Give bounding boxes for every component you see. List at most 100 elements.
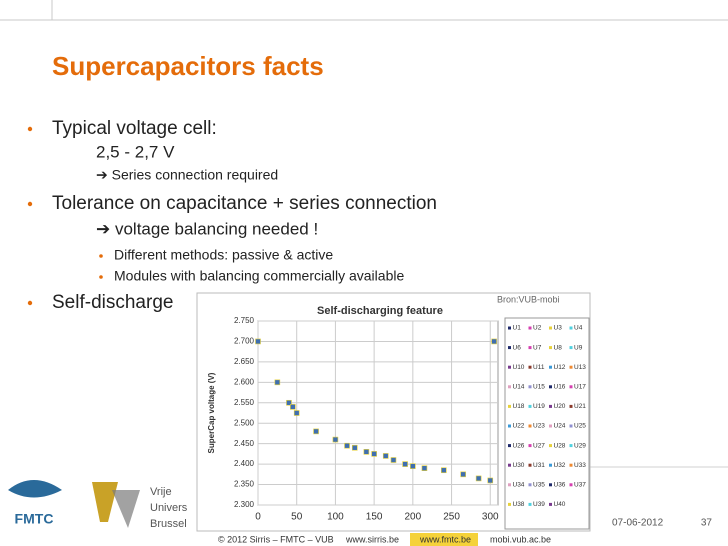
legend-swatch <box>549 404 552 408</box>
legend-swatch <box>528 424 532 428</box>
legend-entry: U2 <box>533 325 542 332</box>
y-tick-label: 2.600 <box>234 377 255 386</box>
legend-swatch <box>569 424 573 428</box>
legend-entry: U4 <box>574 325 583 332</box>
y-tick-label: 2.450 <box>234 439 255 448</box>
legend-swatch <box>549 502 552 506</box>
y-tick-label: 2.700 <box>234 337 255 346</box>
data-point <box>460 471 466 478</box>
legend-entry: U29 <box>574 442 586 449</box>
data-point <box>421 465 428 472</box>
data-point <box>390 457 397 463</box>
y-tick-label: 2.550 <box>234 398 255 407</box>
legend-entry: U28 <box>554 442 566 449</box>
legend-swatch <box>549 444 552 448</box>
legend-entry: U25 <box>574 423 586 430</box>
legend-entry: U18 <box>513 403 525 410</box>
legend-swatch <box>549 326 552 330</box>
legend-swatch <box>549 365 552 369</box>
legend-swatch <box>508 385 511 389</box>
legend-entry: U15 <box>533 384 545 391</box>
bullet-dot <box>99 275 103 279</box>
data-point <box>475 475 482 482</box>
legend-entry: U40 <box>554 501 566 508</box>
legend-entry: U20 <box>554 403 566 410</box>
logo-eye <box>8 480 62 498</box>
y-tick-label: 2.750 <box>234 316 255 325</box>
data-point <box>332 436 339 443</box>
legend-swatch <box>569 444 573 448</box>
link: www.sirris.be <box>345 534 399 544</box>
data-point <box>313 428 319 435</box>
sub-bullet: Modules with balancing commercially avai… <box>114 268 404 284</box>
chart-image: Self-discharging feature Bron:VUB-mobi 2.3… <box>196 292 591 532</box>
legend-entry: U39 <box>533 501 545 508</box>
legend-swatch <box>528 502 532 506</box>
fmtc-logo: FMTC <box>0 478 66 528</box>
legend-swatch <box>528 483 532 487</box>
link: www.fmtc.be <box>419 534 471 544</box>
legend-entry: U38 <box>513 501 525 508</box>
legend-entry: U22 <box>513 423 525 430</box>
bullet-dot <box>27 201 33 207</box>
legend-entry: U32 <box>554 462 566 469</box>
logo-text: FMTC <box>15 511 54 527</box>
data-point <box>491 338 497 345</box>
legend-swatch <box>508 404 511 408</box>
y-tick-label: 2.500 <box>234 418 255 427</box>
legend-swatch <box>569 326 573 330</box>
university-name: Vrije <box>150 486 172 498</box>
legend-swatch <box>528 365 532 369</box>
bullet-dot <box>27 300 33 306</box>
legend-swatch <box>508 326 511 330</box>
legend-entry: U30 <box>513 462 525 469</box>
legend-entry: U12 <box>554 364 566 371</box>
legend-entry: U7 <box>533 344 542 351</box>
data-point <box>255 338 261 345</box>
x-tick-label: 100 <box>327 512 344 523</box>
y-tick-label: 2.400 <box>234 459 255 468</box>
legend-entry: U9 <box>574 344 583 351</box>
legend-swatch <box>549 385 552 389</box>
x-tick-label: 0 <box>255 512 261 523</box>
legend-entry: U11 <box>533 364 545 371</box>
legend-entry: U8 <box>554 344 563 351</box>
university-name: Univers <box>150 502 188 514</box>
legend-swatch <box>528 346 532 350</box>
legend-box <box>504 317 590 530</box>
legend-entry: U13 <box>574 364 586 371</box>
legend-entry: U37 <box>574 482 586 489</box>
legend-entry: U10 <box>513 364 525 371</box>
bullet: Typical voltage cell: <box>52 118 217 139</box>
y-tick-label: 2.650 <box>234 357 255 366</box>
legend-entry: U21 <box>574 403 586 410</box>
legend-entry: U36 <box>554 482 566 489</box>
data-point <box>382 453 389 459</box>
legend-swatch <box>528 463 532 467</box>
link: mobi.vub.ac.be <box>490 534 551 544</box>
university-name: Brussel <box>150 518 187 530</box>
page-number: 37 <box>701 518 713 529</box>
legend-entry: U23 <box>533 423 545 430</box>
legend-entry: U16 <box>554 384 566 391</box>
legend-entry: U14 <box>513 384 525 391</box>
data-point <box>286 399 292 406</box>
chart-title: Self-discharging feature <box>317 305 443 317</box>
legend-swatch <box>549 483 552 487</box>
legend-entry: U31 <box>533 462 545 469</box>
data-point <box>371 451 377 457</box>
data-point <box>402 461 408 467</box>
legend-swatch <box>549 346 552 350</box>
legend-swatch <box>569 483 573 487</box>
legend-entry: U34 <box>513 482 525 489</box>
link-highlight <box>410 533 478 546</box>
legend-swatch <box>528 385 532 389</box>
sub-bullet: Different methods: passive & active <box>114 247 333 263</box>
y-axis-label: SuperCap voltage (V) <box>207 372 216 453</box>
data-point <box>293 410 300 416</box>
legend-entry: U6 <box>513 344 522 351</box>
bullet: Tolerance on capacitance + series connec… <box>52 193 437 214</box>
legend-swatch <box>569 346 573 350</box>
x-tick-label: 50 <box>291 512 303 523</box>
legend-entry: U33 <box>574 462 586 469</box>
